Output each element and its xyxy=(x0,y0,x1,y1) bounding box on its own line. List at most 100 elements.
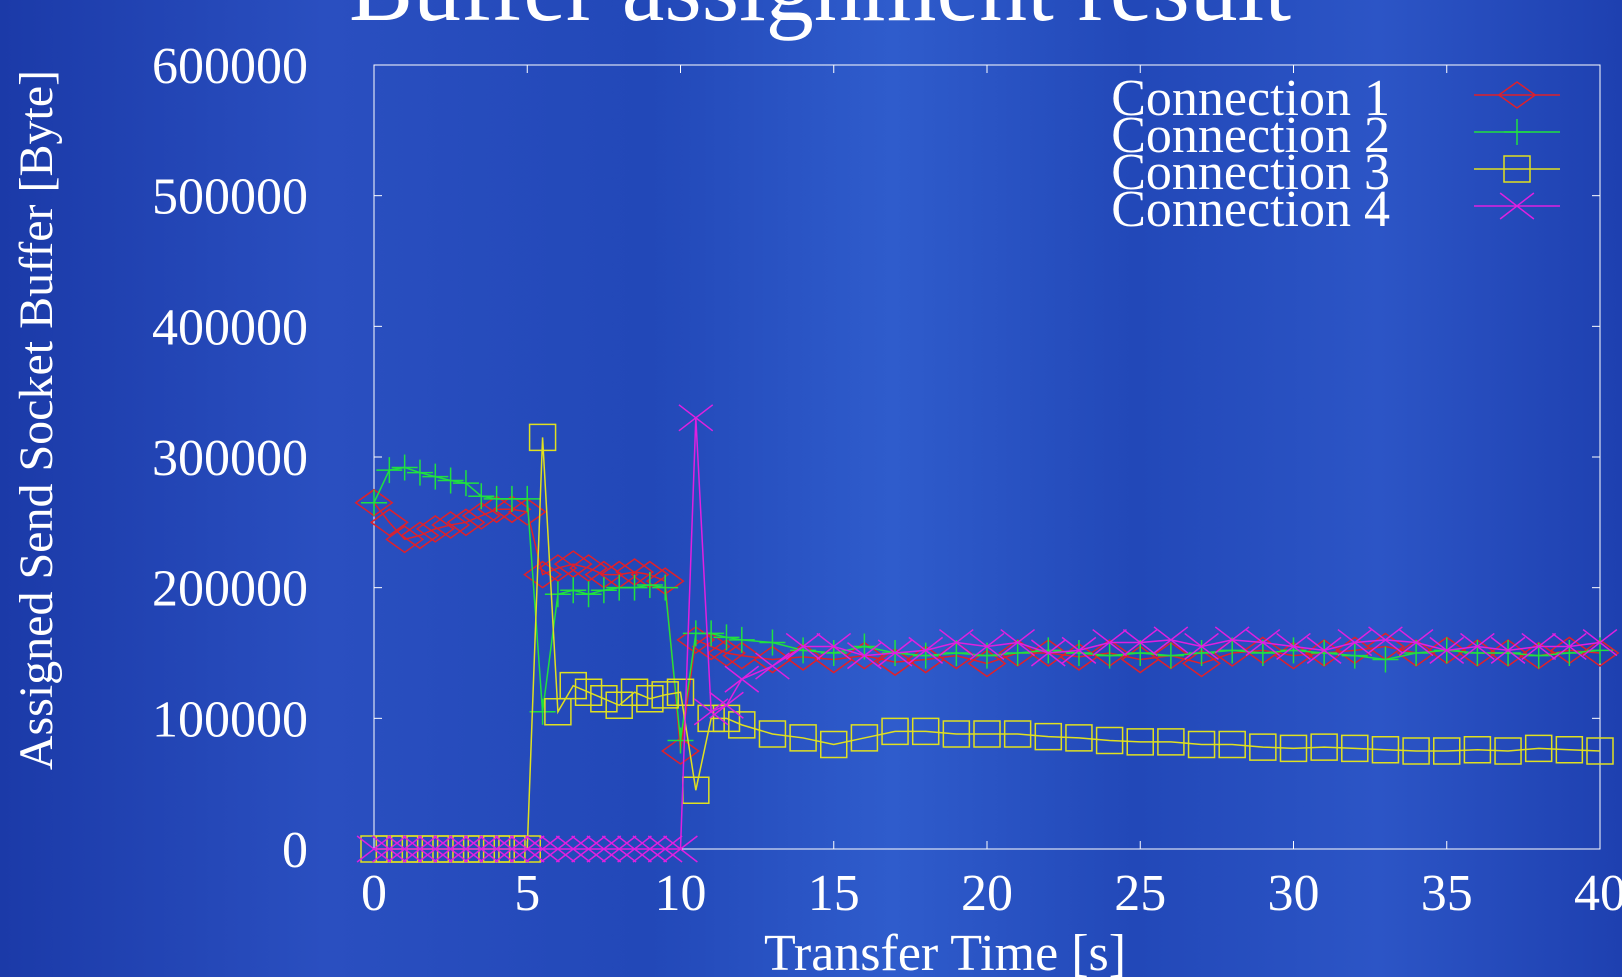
x-tick-label: 0 xyxy=(361,865,387,922)
data-point xyxy=(509,835,545,863)
data-point xyxy=(544,581,571,608)
legend-label: Connection 1 xyxy=(1111,70,1390,127)
legend-marker xyxy=(1499,192,1535,220)
data-point xyxy=(647,835,683,863)
data-point xyxy=(1495,640,1522,666)
data-point xyxy=(433,835,468,863)
data-point xyxy=(1427,636,1467,665)
data-point xyxy=(652,574,679,601)
data-point xyxy=(1004,640,1031,666)
data-point xyxy=(1494,737,1522,765)
data-point xyxy=(513,835,541,863)
data-point xyxy=(1551,632,1587,661)
legend-marker xyxy=(1497,81,1537,109)
data-point xyxy=(1279,734,1308,763)
data-point xyxy=(942,720,971,748)
data-point xyxy=(911,717,940,746)
data-point xyxy=(538,554,578,582)
data-point xyxy=(391,454,418,481)
legend-label: Connection 4 xyxy=(1111,181,1390,238)
data-point xyxy=(400,521,440,550)
data-point xyxy=(492,495,532,524)
data-point xyxy=(431,511,471,539)
data-point xyxy=(529,698,556,725)
data-point xyxy=(461,501,501,530)
data-point xyxy=(448,835,484,863)
data-point xyxy=(1157,642,1184,669)
data-point xyxy=(617,835,652,863)
data-point xyxy=(560,577,587,604)
data-point xyxy=(415,514,455,543)
data-point xyxy=(1061,636,1097,664)
data-point xyxy=(590,577,617,604)
data-point xyxy=(1586,737,1614,765)
data-point xyxy=(847,642,882,670)
data-point xyxy=(722,641,762,670)
data-point xyxy=(1065,640,1092,666)
data-point xyxy=(1341,642,1368,669)
data-point xyxy=(728,711,756,739)
y-tick-label: 200000 xyxy=(152,561,308,618)
data-point xyxy=(417,835,453,863)
data-point xyxy=(752,645,792,674)
data-point xyxy=(632,835,668,863)
data-point xyxy=(709,691,744,719)
data-point xyxy=(973,720,1001,748)
data-point xyxy=(514,485,541,512)
data-point xyxy=(1122,628,1158,657)
y-tick-label: 100000 xyxy=(152,691,308,748)
data-point xyxy=(1371,735,1400,764)
y-tick-label: 300000 xyxy=(152,430,308,487)
data-point xyxy=(422,463,449,490)
data-point xyxy=(586,835,622,863)
data-point xyxy=(712,704,741,733)
data-point xyxy=(468,483,495,510)
data-point xyxy=(713,624,740,651)
x-tick-label: 25 xyxy=(1114,865,1166,922)
data-point xyxy=(1341,734,1369,763)
data-point xyxy=(523,560,563,589)
data-point xyxy=(1096,642,1123,669)
data-point xyxy=(1245,628,1281,657)
data-point xyxy=(728,626,755,653)
x-tick-label: 15 xyxy=(808,865,860,922)
x-tick-label: 35 xyxy=(1421,865,1473,922)
data-point xyxy=(1311,640,1338,666)
data-point xyxy=(636,684,664,713)
data-point xyxy=(850,724,879,752)
data-point xyxy=(693,698,729,726)
data-point xyxy=(1524,734,1553,763)
data-point xyxy=(620,678,649,706)
data-point xyxy=(698,620,725,647)
data-point xyxy=(1157,728,1185,756)
data-point xyxy=(816,632,852,661)
data-point xyxy=(875,648,915,677)
data-point xyxy=(1000,628,1036,657)
data-point xyxy=(666,678,695,706)
data-point xyxy=(967,649,1007,678)
data-point xyxy=(755,652,790,680)
data-point xyxy=(706,639,746,667)
data-point xyxy=(759,629,786,656)
data-point xyxy=(938,628,974,657)
data-point xyxy=(724,665,760,693)
legend-label: Connection 3 xyxy=(1111,144,1390,201)
y-tick-label: 500000 xyxy=(152,169,308,226)
legend-marker xyxy=(1503,155,1531,183)
data-point xyxy=(789,724,817,752)
x-tick-label: 20 xyxy=(961,865,1013,922)
data-point xyxy=(1521,632,1557,661)
data-point xyxy=(376,457,403,484)
data-point xyxy=(1429,636,1465,664)
data-point xyxy=(790,637,817,664)
data-point xyxy=(1034,722,1063,751)
data-point xyxy=(1306,636,1342,664)
data-point xyxy=(605,691,633,720)
data-point xyxy=(406,459,433,486)
data-point xyxy=(463,835,499,863)
data-point xyxy=(528,423,557,452)
data-point xyxy=(1398,628,1434,657)
data-point xyxy=(1187,730,1216,759)
data-point xyxy=(1582,628,1618,657)
x-tick-label: 30 xyxy=(1268,865,1320,922)
